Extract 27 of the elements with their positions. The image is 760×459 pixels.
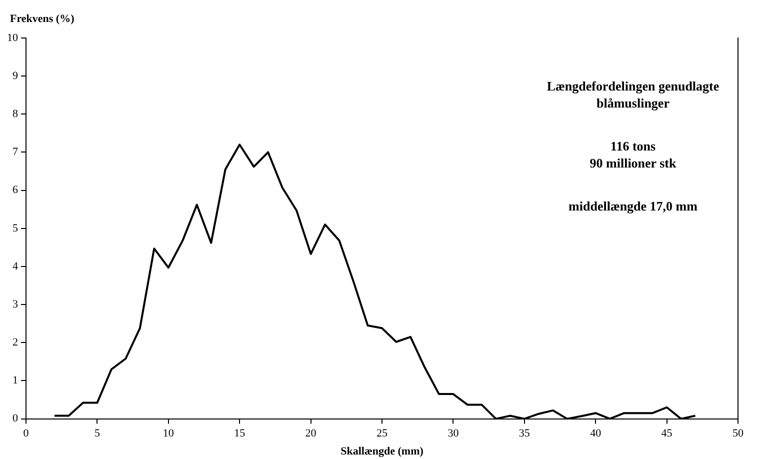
y-tick-label: 9: [12, 70, 18, 82]
y-tick-label: 0: [12, 412, 18, 425]
y-tick-label: 1: [12, 374, 18, 387]
y-tick-label: 10: [7, 32, 18, 44]
annotation: Længdefordelingen genudlagte blåmuslinger: [546, 78, 720, 110]
x-tick-label: 30: [448, 427, 460, 440]
annotation: middellængde 17,0 mm: [568, 198, 698, 214]
x-tick-label: 20: [305, 427, 317, 440]
x-axis-title: Skallængde (mm): [340, 445, 424, 458]
x-tick-label: 35: [518, 427, 530, 440]
y-tick-label: 8: [12, 108, 18, 120]
x-tick-label: 50: [732, 427, 744, 440]
y-tick-label: 3: [12, 298, 18, 310]
annotation: 116 tons 90 millioner stk: [590, 138, 677, 170]
x-tick-label: 5: [94, 427, 100, 440]
y-tick-label: 7: [12, 146, 18, 158]
x-tick-label: 0: [23, 427, 30, 440]
x-tick-label: 45: [661, 427, 673, 440]
x-tick-label: 10: [162, 427, 174, 440]
y-axis-title: Frekvens (%): [10, 12, 75, 25]
y-tick-label: 4: [12, 260, 18, 272]
x-tick-label: 25: [376, 427, 388, 440]
x-tick-label: 40: [590, 427, 602, 440]
y-tick-label: 5: [12, 222, 18, 234]
y-tick-label: 2: [12, 336, 18, 349]
x-tick-label: 15: [234, 427, 246, 440]
y-tick-label: 6: [12, 184, 18, 196]
